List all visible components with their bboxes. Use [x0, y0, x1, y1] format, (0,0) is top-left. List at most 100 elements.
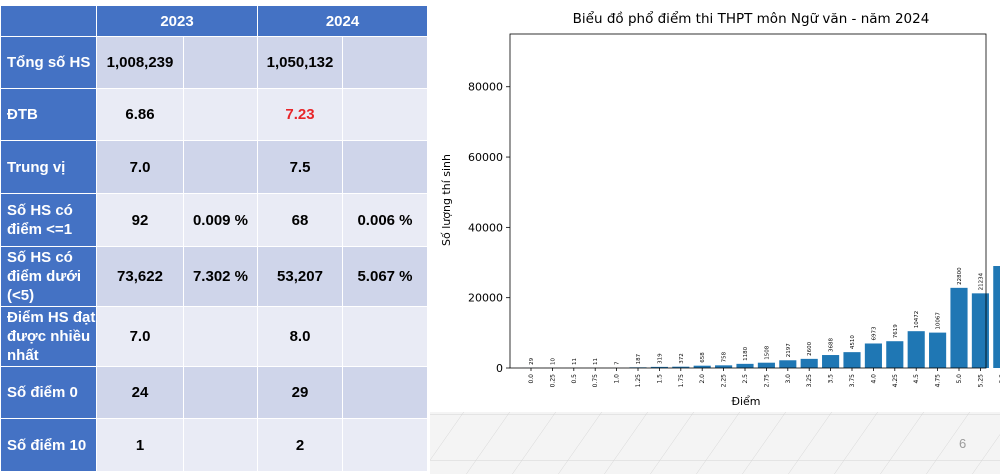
- value-2024: 1,050,132: [257, 36, 343, 89]
- x-tick-label: 4.25: [892, 374, 899, 388]
- x-tick-label: 4.5: [913, 374, 920, 384]
- bar-value-label: 372: [679, 353, 685, 364]
- chart-ylabel: Số lượng thí sinh: [440, 154, 453, 246]
- percent-2024: 0.006 %: [342, 193, 428, 247]
- bar-value-label: 29: [529, 357, 535, 364]
- value-2023: 1,008,239: [96, 36, 184, 89]
- x-tick-label: 3.0: [785, 374, 792, 384]
- x-tick-label: 3.5: [828, 374, 835, 384]
- row-label: ĐTB: [0, 88, 97, 141]
- header-blank-cell: [0, 5, 97, 37]
- percent-2023: [183, 140, 258, 194]
- percent-2024: [342, 140, 428, 194]
- bar-value-label: 21234: [978, 272, 984, 290]
- bar-value-label: 22800: [957, 267, 963, 285]
- x-tick-label: 0.0: [528, 374, 535, 384]
- chart-area: Biểu đồ phổ điểm thi THPT môn Ngữ văn - …: [430, 0, 1000, 474]
- table-row: Số HS có điểm <=1 92 0.009 % 68 0.006 %: [0, 193, 428, 247]
- value-2023: 1: [96, 418, 184, 472]
- floor-tiles: [430, 412, 1000, 474]
- x-tick-label: 2.0: [699, 374, 706, 384]
- x-tick-label: 0.75: [592, 374, 599, 388]
- stats-table: 2023 2024 Tổng số HS 1,008,239 1,050,132…: [0, 5, 428, 472]
- bar-value-label: 10: [550, 357, 556, 364]
- bar-3.25: [800, 358, 818, 368]
- bar-value-label: 7619: [893, 324, 899, 338]
- y-tick-label: 60000: [468, 151, 503, 164]
- bar-value-label: 7: [615, 361, 621, 365]
- value-2023: 92: [96, 193, 184, 247]
- bar-value-label: 187: [636, 353, 642, 364]
- x-tick-label: 2.25: [721, 374, 728, 388]
- bar-4.75: [929, 332, 947, 368]
- table-row: Điểm HS đạt được nhiều nhất 7.0 8.0: [0, 306, 428, 367]
- bar-value-label: 1180: [743, 346, 749, 360]
- x-tick-label: 2.5: [742, 374, 749, 384]
- percent-2023: [183, 366, 258, 419]
- y-tick-label: 80000: [468, 81, 503, 94]
- bar-value-label: 319: [657, 353, 663, 364]
- row-label: Trung vị: [0, 140, 97, 194]
- percent-2023: [183, 88, 258, 141]
- row-label: Điểm HS đạt được nhiều nhất: [0, 306, 97, 367]
- bar-1.5: [650, 366, 668, 368]
- row-label: Tổng số HS: [0, 36, 97, 89]
- bar-3.5: [822, 355, 840, 368]
- bar-value-label: 10472: [914, 311, 920, 329]
- percent-2024: [342, 88, 428, 141]
- value-2023: 24: [96, 366, 184, 419]
- x-tick-label: 5.5: [999, 374, 1000, 384]
- x-tick-label: 1.25: [635, 374, 642, 388]
- value-2023: 73,622: [96, 246, 184, 307]
- bar-2.0: [693, 365, 711, 368]
- percent-2023: [183, 36, 258, 89]
- bar-value-label: 658: [700, 352, 706, 363]
- percent-2023: 7.302 %: [183, 246, 258, 307]
- value-2024: 53,207: [257, 246, 343, 307]
- value-2024: 8.0: [257, 306, 343, 367]
- bar-value-label: 10067: [936, 312, 942, 330]
- plot-frame: [509, 33, 987, 369]
- x-tick-label: 2.75: [763, 374, 770, 388]
- value-2024-highlight: 7.23: [257, 88, 343, 141]
- header-year-2024: 2024: [257, 5, 428, 37]
- value-2024: 2: [257, 418, 343, 472]
- x-tick-label: 4.75: [935, 374, 942, 388]
- value-2024: 7.5: [257, 140, 343, 194]
- bar-4.5: [907, 331, 925, 368]
- value-2023: 7.0: [96, 140, 184, 194]
- bar-value-label: 11: [572, 358, 578, 365]
- x-tick-label: 5.25: [977, 374, 984, 388]
- x-tick-label: 0.5: [571, 374, 578, 384]
- x-tick-label: 1.75: [678, 374, 685, 388]
- bar-4.0: [864, 343, 882, 368]
- bar-2.75: [757, 362, 775, 368]
- bar-value-label: 3688: [829, 338, 835, 352]
- bar-value-label: 2197: [786, 343, 792, 357]
- table-row: ĐTB 6.86 7.23: [0, 88, 428, 141]
- percent-2024: 5.067 %: [342, 246, 428, 307]
- percent-2024: [342, 306, 428, 367]
- chart-title: Biểu đồ phổ điểm thi THPT môn Ngữ văn - …: [573, 10, 930, 27]
- y-tick-label: 0: [496, 362, 503, 375]
- x-tick-label: 3.75: [849, 374, 856, 388]
- table-row: Số điểm 10 1 2: [0, 418, 428, 472]
- x-tick-label: 4.0: [870, 374, 877, 384]
- bar-value-label: 758: [722, 351, 728, 362]
- header-year-2023: 2023: [96, 5, 258, 37]
- table-row: Số HS có điểm dưới (<5) 73,622 7.302 % 5…: [0, 246, 428, 307]
- x-tick-label: 3.25: [806, 374, 813, 388]
- score-distribution-chart: Biểu đồ phổ điểm thi THPT môn Ngữ văn - …: [430, 10, 1000, 474]
- bar-2.5: [736, 363, 754, 368]
- table-row: Số điểm 0 24 29: [0, 366, 428, 419]
- bar-5.5: [993, 266, 1000, 368]
- percent-2024: [342, 36, 428, 89]
- chart-xlabel: Điểm: [731, 395, 760, 408]
- x-tick-label: 1.5: [656, 374, 663, 384]
- bar-value-label: 6973: [871, 326, 877, 340]
- bar-value-label: 1508: [764, 345, 770, 359]
- table-header-row: 2023 2024: [0, 5, 428, 37]
- bar-3.0: [779, 360, 797, 368]
- bar-4.25: [886, 341, 904, 368]
- bar-2.25: [715, 365, 733, 368]
